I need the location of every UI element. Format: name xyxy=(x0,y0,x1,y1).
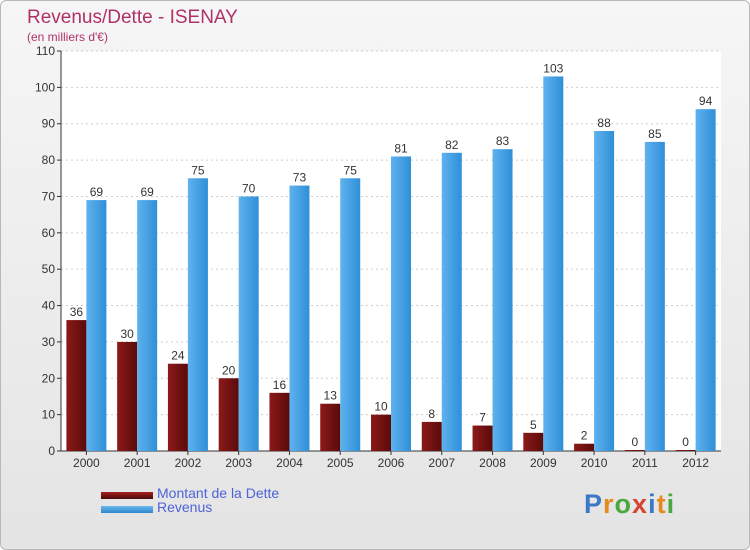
bar-debt xyxy=(472,425,493,451)
bar-revenue xyxy=(492,149,513,451)
x-tick-label: 2005 xyxy=(327,456,354,470)
y-tick-label: 10 xyxy=(42,408,56,422)
x-tick-label: 2010 xyxy=(581,456,608,470)
bar-revenue xyxy=(289,185,310,451)
x-tick-label: 2002 xyxy=(175,456,202,470)
y-tick-label: 30 xyxy=(42,335,56,349)
data-label-debt: 5 xyxy=(530,418,537,432)
y-tick-label: 20 xyxy=(42,371,56,385)
data-label-revenue: 82 xyxy=(445,138,459,152)
bar-revenue xyxy=(137,200,158,451)
x-tick-label: 2001 xyxy=(124,456,151,470)
logo-letter: o xyxy=(614,489,633,519)
data-label-revenue: 69 xyxy=(90,185,104,199)
bar-debt xyxy=(624,450,645,451)
logo-letter: t xyxy=(656,489,667,519)
bar-debt xyxy=(523,432,544,451)
bar-revenue xyxy=(86,200,107,451)
x-tick-label: 2000 xyxy=(73,456,100,470)
y-tick-label: 110 xyxy=(36,44,55,58)
bar-debt xyxy=(371,414,391,451)
x-tick-label: 2011 xyxy=(632,456,658,470)
bar-debt xyxy=(421,421,442,451)
logo-letter: P xyxy=(584,489,604,519)
y-tick-label: 50 xyxy=(42,262,56,276)
y-tick-label: 90 xyxy=(42,117,56,131)
bar-debt xyxy=(269,392,290,451)
x-tick-label: 2006 xyxy=(378,456,405,470)
bar-revenue xyxy=(238,196,259,451)
data-label-revenue: 75 xyxy=(344,163,358,177)
data-label-revenue: 85 xyxy=(648,127,662,141)
data-label-debt: 20 xyxy=(222,363,236,377)
legend-swatch-debt xyxy=(101,492,153,499)
data-label-debt: 7 xyxy=(479,411,486,425)
bar-revenue xyxy=(644,141,665,451)
bar-debt xyxy=(320,403,341,451)
logo-letter: i xyxy=(648,489,657,519)
bar-debt xyxy=(66,320,87,451)
legend-swatch-revenue xyxy=(101,506,153,513)
y-tick-label: 0 xyxy=(48,444,55,458)
bar-debt xyxy=(574,443,595,451)
data-label-revenue: 75 xyxy=(191,163,205,177)
legend-label-debt: Montant de la Dette xyxy=(157,485,280,501)
logo-letter: r xyxy=(603,489,615,519)
data-label-revenue: 81 xyxy=(394,141,408,155)
x-tick-label: 2007 xyxy=(428,456,455,470)
data-label-revenue: 88 xyxy=(597,116,611,130)
data-label-revenue: 83 xyxy=(496,134,510,148)
bar-debt xyxy=(675,450,696,451)
bar-debt xyxy=(117,341,138,451)
data-label-debt: 24 xyxy=(171,349,185,363)
x-tick-label: 2004 xyxy=(276,456,303,470)
data-label-debt: 0 xyxy=(682,435,689,449)
proxiti-logo: Proxiti xyxy=(584,489,675,520)
y-tick-label: 60 xyxy=(42,226,56,240)
data-label-revenue: 69 xyxy=(140,185,154,199)
data-label-revenue: 73 xyxy=(293,171,307,185)
bar-debt xyxy=(218,378,239,451)
data-label-debt: 10 xyxy=(374,400,388,414)
data-label-debt: 0 xyxy=(632,435,639,449)
bar-revenue xyxy=(695,109,716,451)
y-tick-label: 40 xyxy=(42,299,56,313)
x-tick-label: 2003 xyxy=(225,456,252,470)
data-label-revenue: 103 xyxy=(543,61,563,75)
bar-revenue xyxy=(340,178,361,452)
data-label-debt: 30 xyxy=(120,327,134,341)
chart-title: Revenus/Dette - ISENAY xyxy=(27,7,238,28)
y-tick-label: 80 xyxy=(42,153,56,167)
x-tick-label: 2012 xyxy=(682,456,709,470)
x-tick-label: 2008 xyxy=(479,456,506,470)
logo-letter: x xyxy=(632,489,649,519)
bar-revenue xyxy=(391,156,411,452)
data-label-debt: 16 xyxy=(273,378,287,392)
data-label-revenue: 94 xyxy=(699,94,713,108)
y-tick-label: 70 xyxy=(42,189,56,203)
y-tick-label: 100 xyxy=(35,80,55,94)
bar-revenue xyxy=(543,76,564,452)
x-tick-label: 2009 xyxy=(530,456,557,470)
data-label-revenue: 70 xyxy=(242,181,256,195)
chart-subtitle: (en milliers d'€) xyxy=(27,30,108,44)
data-label-debt: 8 xyxy=(428,407,435,421)
bar-debt xyxy=(167,363,188,451)
bar-revenue xyxy=(187,178,208,452)
data-label-debt: 36 xyxy=(70,305,84,319)
legend-label-revenue: Revenus xyxy=(157,499,213,515)
bar-revenue xyxy=(441,152,462,451)
data-label-debt: 13 xyxy=(324,389,338,403)
logo-letter: i xyxy=(666,489,676,519)
data-label-debt: 2 xyxy=(581,429,588,443)
bar-revenue xyxy=(594,131,615,451)
